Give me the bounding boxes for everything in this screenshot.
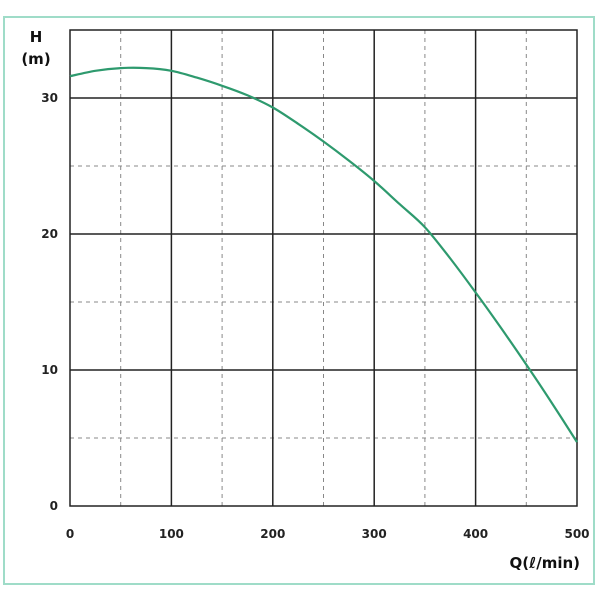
x-tick-label: 0 (66, 527, 74, 541)
x-tick-label: 400 (463, 527, 488, 541)
chart-frame (3, 16, 595, 585)
major-grid (70, 30, 577, 506)
x-tick-label: 500 (564, 527, 589, 541)
y-axis-label-line1: H (30, 28, 43, 46)
y-tick-label: 10 (41, 363, 58, 377)
y-tick-label: 20 (41, 227, 58, 241)
minor-grid (70, 30, 577, 506)
y-tick-label: 30 (41, 91, 58, 105)
x-tick-labels: 0 100 200 300 400 500 (66, 527, 590, 541)
y-tick-labels: 0 10 20 30 (41, 91, 58, 513)
y-tick-label: 0 (50, 499, 58, 513)
plot-border (69, 29, 578, 507)
x-tick-label: 100 (159, 527, 184, 541)
series-line (69, 66, 578, 443)
x-tick-label: 200 (260, 527, 285, 541)
x-tick-label: 300 (362, 527, 387, 541)
y-axis-label-line2: (m) (21, 50, 50, 68)
x-axis-label: Q(ℓ/min) (510, 554, 580, 572)
